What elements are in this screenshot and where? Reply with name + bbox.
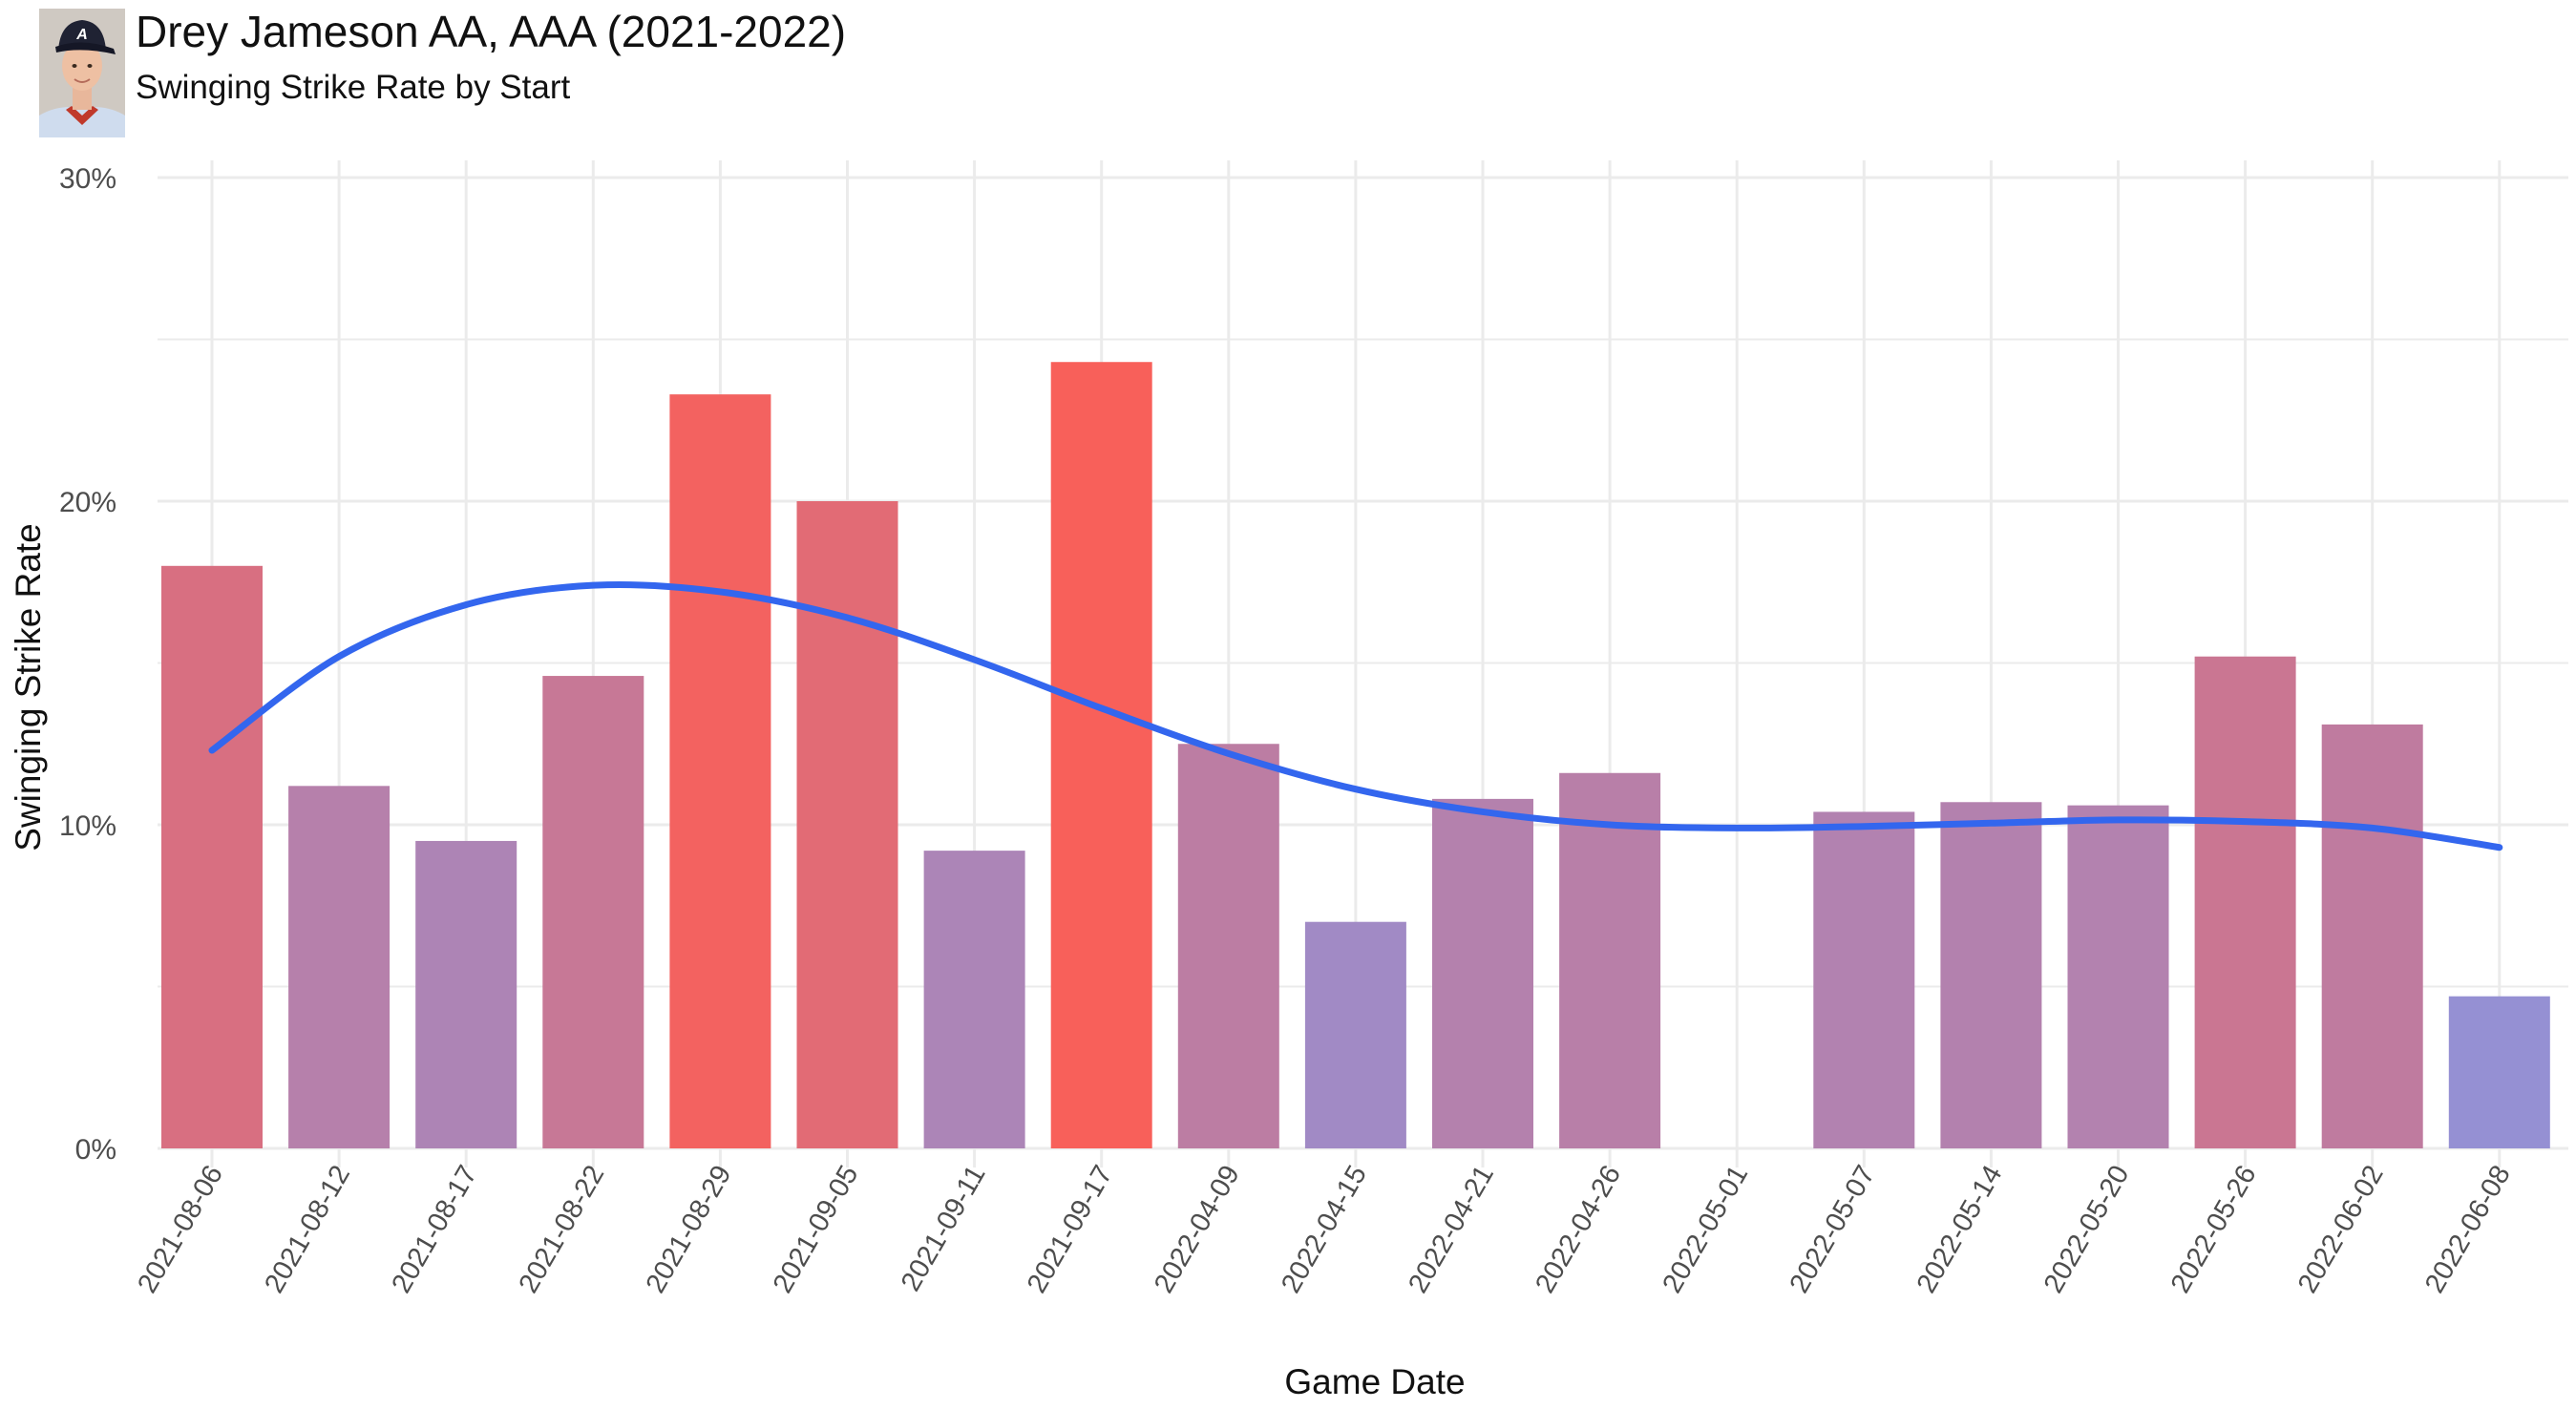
y-tick-label: 20% (59, 487, 116, 518)
bar (1813, 811, 1915, 1148)
x-tick-label: 2021-09-17 (1022, 1161, 1119, 1298)
chart-subtitle: Swinging Strike Rate by Start (136, 69, 571, 106)
x-tick-label: 2022-04-15 (1276, 1161, 1373, 1298)
bar (1940, 802, 2042, 1148)
x-tick-label: 2022-04-21 (1403, 1161, 1500, 1298)
bar (1050, 362, 1152, 1149)
x-tick-label: 2022-05-14 (1911, 1161, 2009, 1298)
bar (1432, 798, 1533, 1148)
y-tick-label: 30% (59, 163, 116, 195)
bar (542, 676, 644, 1148)
x-tick-label: 2021-08-06 (132, 1161, 229, 1298)
svg-text:A: A (75, 27, 88, 43)
x-tick-label: 2021-08-22 (513, 1161, 610, 1298)
bar (2067, 805, 2169, 1148)
x-tick-label: 2022-06-02 (2292, 1161, 2390, 1298)
y-tick-label: 0% (75, 1134, 116, 1166)
y-tick-label: 10% (59, 810, 116, 842)
bar (288, 786, 391, 1148)
x-axis-ticks: 2021-08-06 2021-08-12 2021-08-17 2021-08-22… (132, 1161, 2517, 1298)
x-tick-label: 2021-09-05 (768, 1161, 865, 1298)
x-tick-label: 2022-05-20 (2038, 1161, 2136, 1298)
player-headshot-icon: A (39, 9, 125, 137)
trend-layer (208, 580, 2503, 852)
bar (1177, 744, 1279, 1148)
bar (669, 394, 771, 1148)
x-tick-label: 2022-06-08 (2419, 1161, 2517, 1298)
x-tick-label: 2022-04-09 (1149, 1161, 1246, 1298)
bars (161, 362, 2550, 1149)
bar (923, 851, 1025, 1148)
bar (415, 840, 517, 1148)
chart-title: Drey Jameson AA, AAA (2021-2022) (136, 7, 847, 56)
bar (2194, 656, 2296, 1148)
x-tick-label: 2022-05-01 (1657, 1161, 1754, 1298)
bar (2448, 996, 2550, 1148)
trend-line (208, 580, 2503, 852)
x-tick-label: 2021-08-29 (641, 1161, 738, 1298)
x-tick-label: 2021-08-12 (259, 1161, 356, 1298)
x-axis-label: Game Date (1284, 1362, 1465, 1401)
x-tick-label: 2021-08-17 (386, 1161, 483, 1298)
x-tick-label: 2022-04-26 (1530, 1161, 1627, 1298)
bar (1559, 772, 1661, 1148)
bar (1304, 921, 1406, 1148)
bar (796, 501, 898, 1148)
x-tick-label: 2021-09-11 (896, 1161, 992, 1297)
player-headshot-image: A (39, 9, 125, 137)
y-axis-ticks: 0% 10% 20% 30% (59, 163, 116, 1166)
y-axis-label: Swinging Strike Rate (9, 523, 48, 851)
x-tick-label: 2022-05-07 (1784, 1161, 1881, 1298)
bar (2321, 724, 2423, 1148)
bar (161, 565, 263, 1148)
x-tick-label: 2022-05-26 (2165, 1161, 2263, 1298)
